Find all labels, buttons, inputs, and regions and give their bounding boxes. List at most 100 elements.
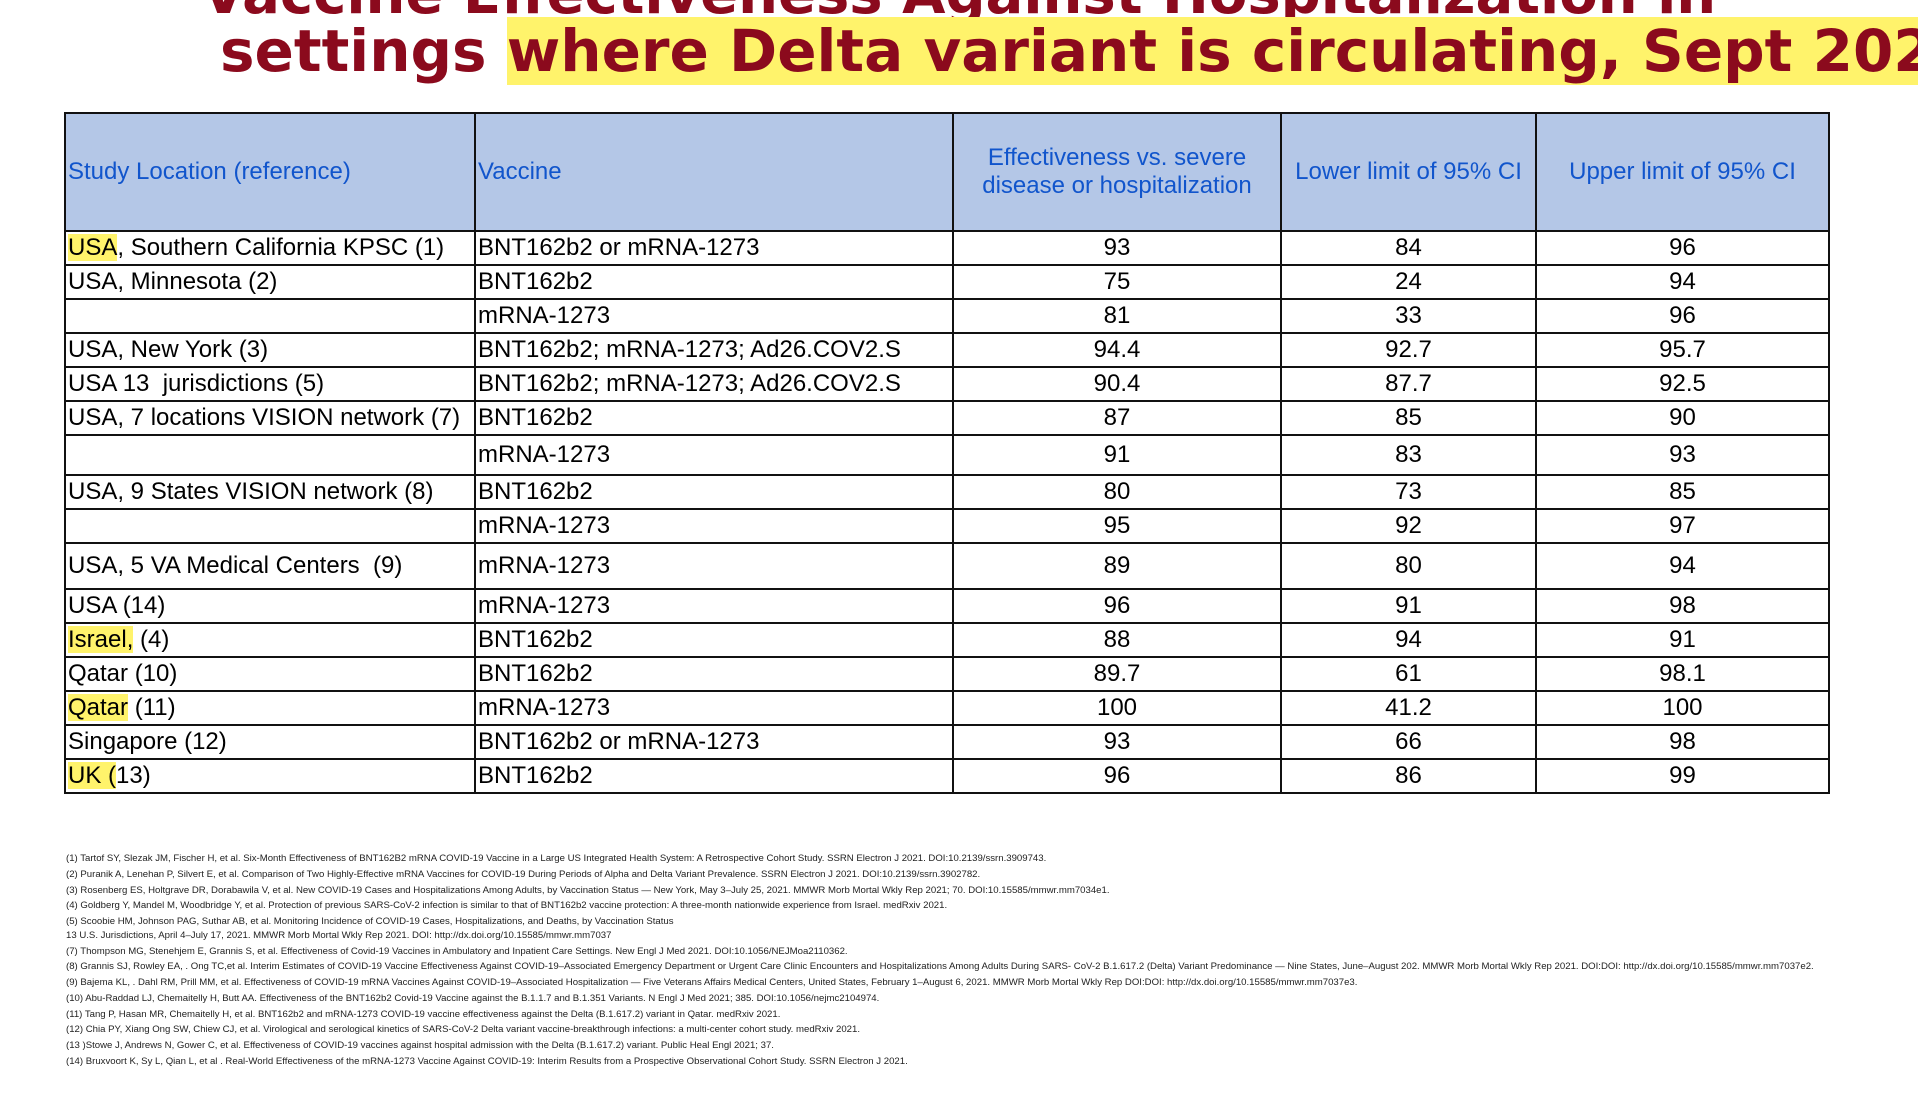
location-text: USA (14) [68,592,166,619]
table-row: USA (14) mRNA-1273 96 91 98 [64,588,1830,624]
cell-vaccine: BNT162b2 [474,656,954,692]
header-vaccine: Vaccine [474,112,954,232]
location-text: (11) [128,694,176,721]
cell-lower-ci: 66 [1280,724,1537,760]
cell-study-location: USA, 7 locations VISION network (7) [64,400,476,436]
cell-vaccine: BNT162b2 [474,622,954,658]
cell-upper-ci: 94 [1535,542,1830,590]
cell-lower-ci: 41.2 [1280,690,1537,726]
header-effectiveness: Effectiveness vs. severe disease or hosp… [952,112,1282,232]
header-study-location: Study Location (reference) [64,112,476,232]
cell-upper-ci: 100 [1535,690,1830,726]
cell-effectiveness: 80 [952,474,1282,510]
cell-effectiveness: 93 [952,230,1282,266]
cell-study-location: USA (14) [64,588,476,624]
cell-vaccine: mRNA-1273 [474,434,954,476]
location-highlight: Qatar [68,694,129,721]
cell-upper-ci: 99 [1535,758,1830,794]
cell-vaccine: mRNA-1273 [474,542,954,590]
table-row: USA, 5 VA Medical Centers (9) mRNA-1273 89… [64,542,1830,590]
slide-title: Vaccine Effectiveness Against Hospitaliz… [0,0,1918,96]
location-text: USA, 5 VA Medical Centers (9) [68,552,403,579]
location-text: USA, Minnesota (2) [68,268,278,295]
cell-effectiveness: 89 [952,542,1282,590]
table-row: Qatar (10) BNT162b2 89.7 61 98.1 [64,656,1830,692]
title-line-2: settings where Delta variant is circulat… [220,14,1918,88]
location-highlight: Israel, [68,626,134,653]
reference-item: (4) Goldberg Y, Mandel M, Woodbridge Y, … [66,900,948,912]
location-text: USA, 7 locations VISION network (7) [68,404,461,431]
cell-study-location: USA 13 jurisdictions (5) [64,366,476,402]
table-row: USA, Minnesota (2) BNT162b2 75 24 94 [64,264,1830,300]
cell-upper-ci: 85 [1535,474,1830,510]
cell-lower-ci: 91 [1280,588,1537,624]
cell-effectiveness: 88 [952,622,1282,658]
cell-lower-ci: 85 [1280,400,1537,436]
table-row: Qatar (11) mRNA-1273 100 41.2 100 [64,690,1830,726]
reference-item: (2) Puranik A, Lenehan P, Silvert E, et … [66,868,981,880]
table-row: Israel, (4) BNT162b2 88 94 91 [64,622,1830,658]
cell-vaccine: BNT162b2 [474,264,954,300]
cell-study-location: USA, New York (3) [64,332,476,368]
table-row: mRNA-1273 91 83 93 [64,434,1830,476]
location-text: (4) [133,626,170,653]
cell-lower-ci: 80 [1280,542,1537,590]
table-row: USA, Southern California KPSC (1) BNT162b… [64,230,1830,266]
cell-effectiveness: 75 [952,264,1282,300]
cell-vaccine: BNT162b2 [474,758,954,794]
cell-vaccine: BNT162b2; mRNA-1273; Ad26.COV2.S [474,332,954,368]
reference-item: (9) Bajema KL, . Dahl RM, Prill MM, et a… [66,977,1358,989]
cell-lower-ci: 94 [1280,622,1537,658]
reference-item: (14) Bruxvoort K, Sy L, Qian L, et al . … [66,1055,908,1067]
table-row: Singapore (12) BNT162b2 or mRNA-1273 93 66 9… [64,724,1830,760]
reference-item: (10) Abu-Raddad LJ, Chemaitelly H, Butt … [66,992,880,1004]
cell-upper-ci: 91 [1535,622,1830,658]
cell-effectiveness: 95 [952,508,1282,544]
cell-lower-ci: 61 [1280,656,1537,692]
cell-upper-ci: 90 [1535,400,1830,436]
cell-vaccine: BNT162b2; mRNA-1273; Ad26.COV2.S [474,366,954,402]
table-row: mRNA-1273 81 33 96 [64,298,1830,334]
cell-effectiveness: 96 [952,588,1282,624]
cell-lower-ci: 92.7 [1280,332,1537,368]
location-text: Qatar (10) [68,660,178,687]
table-row: mRNA-1273 95 92 97 [64,508,1830,544]
cell-upper-ci: 96 [1535,298,1830,334]
cell-lower-ci: 87.7 [1280,366,1537,402]
location-highlight: USA [68,234,118,261]
reference-item: (1) Tartof SY, Slezak JM, Fischer H, et … [66,853,1047,864]
reference-item: 13 U.S. Jurisdictions, April 4–July 17, … [66,929,612,941]
cell-study-location: Qatar (11) [64,690,476,726]
cell-upper-ci: 98.1 [1535,656,1830,692]
location-text: 13) [116,762,151,789]
cell-study-location [64,434,476,476]
reference-item: (5) Scoobie HM, Johnson PAG, Suthar AB, … [66,916,674,928]
cell-study-location: USA, 9 States VISION network (8) [64,474,476,510]
header-upper-ci: Upper limit of 95% CI [1535,112,1830,232]
cell-study-location: USA, 5 VA Medical Centers (9) [64,542,476,590]
cell-upper-ci: 92.5 [1535,366,1830,402]
cell-study-location: Qatar (10) [64,656,476,692]
table-row: UK (13) BNT162b2 96 86 99 [64,758,1830,794]
table-row: USA 13 jurisdictions (5) BNT162b2; mRNA-1… [64,366,1830,402]
cell-lower-ci: 83 [1280,434,1537,476]
cell-effectiveness: 90.4 [952,366,1282,402]
cell-study-location: Israel, (4) [64,622,476,658]
cell-effectiveness: 96 [952,758,1282,794]
vaccine-effectiveness-table: Study Location (reference) Vaccine Effec… [64,112,1830,794]
cell-upper-ci: 94 [1535,264,1830,300]
references-list: (1) Tartof SY, Slezak JM, Fischer H, et … [66,852,1906,1069]
location-text: USA 13 jurisdictions (5) [68,370,325,397]
cell-effectiveness: 89.7 [952,656,1282,692]
cell-effectiveness: 100 [952,690,1282,726]
location-highlight: UK ( [68,762,116,789]
cell-study-location: Singapore (12) [64,724,476,760]
cell-vaccine: BNT162b2 [474,400,954,436]
title-plain-text: settings [220,17,507,85]
cell-upper-ci: 95.7 [1535,332,1830,368]
cell-effectiveness: 87 [952,400,1282,436]
cell-effectiveness: 93 [952,724,1282,760]
cell-lower-ci: 24 [1280,264,1537,300]
cell-lower-ci: 84 [1280,230,1537,266]
table-row: USA, New York (3) BNT162b2; mRNA-1273; Ad… [64,332,1830,368]
